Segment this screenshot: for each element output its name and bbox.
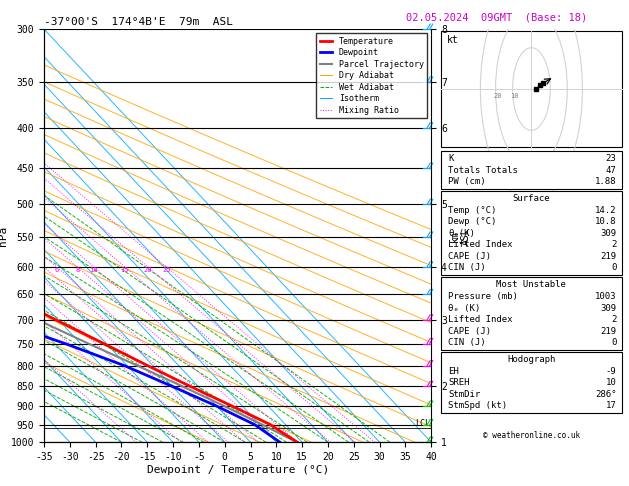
Text: 17: 17 <box>606 401 616 410</box>
Text: CAPE (J): CAPE (J) <box>448 252 491 261</box>
Text: 219: 219 <box>600 252 616 261</box>
Text: 0: 0 <box>611 263 616 273</box>
Text: Hodograph: Hodograph <box>507 355 555 364</box>
Text: 0: 0 <box>611 338 616 347</box>
Text: LCL: LCL <box>415 419 430 428</box>
Text: 219: 219 <box>600 327 616 336</box>
Text: 20: 20 <box>143 267 152 273</box>
Text: θₑ(K): θₑ(K) <box>448 229 475 238</box>
Text: 10.8: 10.8 <box>595 217 616 226</box>
Bar <box>441 191 622 276</box>
Text: 10: 10 <box>510 93 519 99</box>
Text: 14.2: 14.2 <box>595 206 616 215</box>
X-axis label: Dewpoint / Temperature (°C): Dewpoint / Temperature (°C) <box>147 465 329 475</box>
Text: Lifted Index: Lifted Index <box>448 315 513 324</box>
Text: CAPE (J): CAPE (J) <box>448 327 491 336</box>
Text: 1003: 1003 <box>595 292 616 301</box>
Y-axis label: km
ASL: km ASL <box>450 227 471 244</box>
Text: -9: -9 <box>606 367 616 376</box>
Text: Dewp (°C): Dewp (°C) <box>448 217 497 226</box>
Text: θₑ (K): θₑ (K) <box>448 303 481 312</box>
Text: PW (cm): PW (cm) <box>448 177 486 186</box>
Bar <box>441 31 622 147</box>
Text: 23: 23 <box>606 154 616 163</box>
Legend: Temperature, Dewpoint, Parcel Trajectory, Dry Adiabat, Wet Adiabat, Isotherm, Mi: Temperature, Dewpoint, Parcel Trajectory… <box>316 34 427 118</box>
Text: EH: EH <box>448 367 459 376</box>
Text: kt: kt <box>447 35 458 45</box>
Y-axis label: hPa: hPa <box>0 226 8 246</box>
Text: 10: 10 <box>606 378 616 387</box>
Bar <box>441 151 622 189</box>
Text: Most Unstable: Most Unstable <box>496 280 566 289</box>
Text: 02.05.2024  09GMT  (Base: 18): 02.05.2024 09GMT (Base: 18) <box>406 12 587 22</box>
Text: 8: 8 <box>75 267 79 273</box>
Text: 309: 309 <box>600 303 616 312</box>
Text: SREH: SREH <box>448 378 470 387</box>
Bar <box>441 352 622 414</box>
Text: Lifted Index: Lifted Index <box>448 240 513 249</box>
Text: CIN (J): CIN (J) <box>448 338 486 347</box>
Bar <box>441 278 622 350</box>
Text: Pressure (mb): Pressure (mb) <box>448 292 518 301</box>
Text: 15: 15 <box>121 267 129 273</box>
Text: CIN (J): CIN (J) <box>448 263 486 273</box>
Text: StmDir: StmDir <box>448 390 481 399</box>
Text: K: K <box>448 154 454 163</box>
Text: 1.88: 1.88 <box>595 177 616 186</box>
Text: 309: 309 <box>600 229 616 238</box>
Text: 47: 47 <box>606 166 616 174</box>
Text: 6: 6 <box>55 267 58 273</box>
Text: 20: 20 <box>493 93 502 99</box>
Text: 2: 2 <box>611 315 616 324</box>
Text: © weatheronline.co.uk: © weatheronline.co.uk <box>483 431 580 440</box>
Text: 25: 25 <box>162 267 170 273</box>
Text: 10: 10 <box>89 267 98 273</box>
Text: 2: 2 <box>611 240 616 249</box>
Text: Totals Totals: Totals Totals <box>448 166 518 174</box>
Text: -37°00'S  174°4B'E  79m  ASL: -37°00'S 174°4B'E 79m ASL <box>44 17 233 27</box>
Text: Temp (°C): Temp (°C) <box>448 206 497 215</box>
Text: 286°: 286° <box>595 390 616 399</box>
Text: StmSpd (kt): StmSpd (kt) <box>448 401 508 410</box>
Text: Surface: Surface <box>513 194 550 203</box>
